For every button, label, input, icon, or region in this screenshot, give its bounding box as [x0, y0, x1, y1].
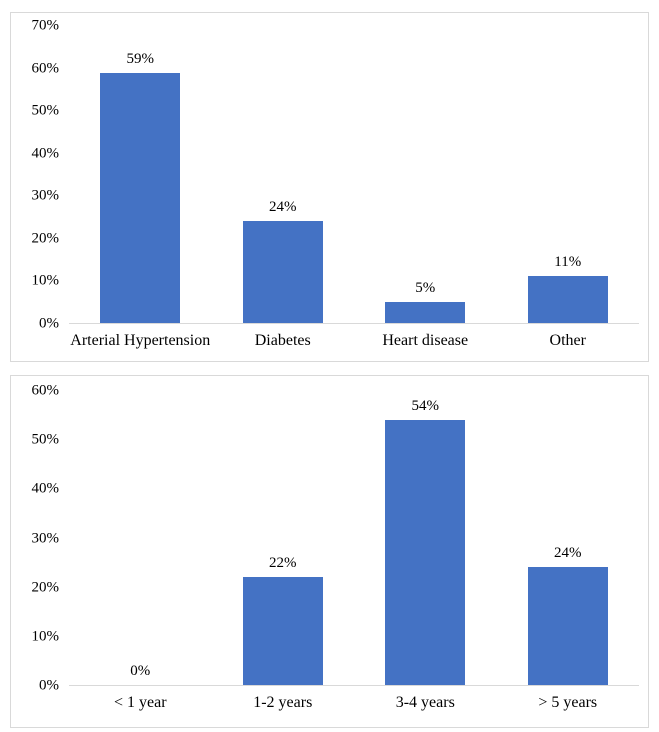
plot-area: 59% 24% 5% 11% — [69, 26, 639, 324]
y-axis: 0% 10% 20% 30% 40% 50% 60% — [11, 383, 60, 693]
y-tick-label: 20% — [31, 579, 60, 596]
bar — [100, 72, 181, 323]
category-label: < 1 year — [113, 694, 167, 711]
bar — [242, 221, 323, 323]
x-axis-spacer — [11, 693, 69, 712]
y-tick-label: 60% — [31, 60, 60, 77]
bar-slot: 24% — [497, 391, 640, 685]
y-tick-label: 40% — [31, 145, 60, 162]
y-tick-label: 50% — [31, 431, 60, 448]
bar-slot: 22% — [212, 391, 355, 685]
bar — [385, 420, 466, 685]
bar — [527, 276, 608, 323]
bar-value-label: 24% — [269, 199, 297, 216]
x-axis-labels: < 1 year 1-2 years 3-4 years > 5 years — [11, 693, 639, 712]
bar-slot: 59% — [69, 26, 212, 323]
bar — [385, 301, 466, 323]
chart-body: 0% 10% 20% 30% 40% 50% 60% 0% 22% 54% 24% — [11, 383, 639, 693]
x-axis-labels: Arterial Hypertension Diabetes Heart disea… — [11, 331, 639, 350]
y-tick-label: 60% — [31, 382, 60, 399]
bar-slot: 5% — [354, 26, 497, 323]
bar-slot: 11% — [497, 26, 640, 323]
x-axis-spacer — [11, 331, 69, 350]
y-tick-label: 50% — [31, 102, 60, 119]
category-label: 1-2 years — [253, 694, 313, 711]
bar-value-label: 5% — [415, 279, 436, 296]
bar-value-label: 24% — [554, 545, 582, 562]
category-label: > 5 years — [538, 694, 598, 711]
chart-inner: 0% 10% 20% 30% 40% 50% 60% 0% 22% 54% 24% < 1 yea… — [11, 376, 648, 727]
y-tick-label: 0% — [39, 315, 59, 332]
y-tick-label: 30% — [31, 187, 60, 204]
bar-slot: 24% — [212, 26, 355, 323]
category-label: Other — [549, 332, 586, 349]
bar-value-label: 59% — [126, 50, 155, 67]
chart-body: 0% 10% 20% 30% 40% 50% 60% 70% 59% 24% 5% 11% — [11, 18, 639, 331]
bar-value-label: 54% — [411, 398, 440, 415]
y-axis: 0% 10% 20% 30% 40% 50% 60% 70% — [11, 18, 60, 331]
chart-inner: 0% 10% 20% 30% 40% 50% 60% 70% 59% 24% 5% 11% Arte… — [11, 13, 648, 361]
plot-area: 0% 22% 54% 24% — [69, 391, 639, 686]
y-tick-label: 40% — [31, 480, 60, 497]
bar-value-label: 22% — [269, 555, 297, 572]
y-tick-label: 20% — [31, 230, 60, 247]
category-label: 3-4 years — [395, 694, 455, 711]
bar — [242, 577, 323, 685]
comorbidities-bar-chart: 0% 10% 20% 30% 40% 50% 60% 70% 59% 24% 5% 11% Arte… — [10, 12, 649, 362]
bar-slot: 0% — [69, 391, 212, 685]
category-label: Arterial Hypertension — [70, 332, 211, 349]
y-tick-label: 10% — [31, 272, 60, 289]
bar-value-label: 0% — [130, 663, 151, 679]
bar — [527, 567, 608, 685]
y-tick-label: 0% — [39, 677, 59, 694]
bar-slot: 54% — [354, 391, 497, 685]
y-tick-label: 30% — [31, 530, 60, 546]
y-tick-label: 10% — [31, 628, 60, 645]
y-tick-label: 70% — [31, 17, 60, 34]
category-label: Heart disease — [382, 332, 469, 349]
category-label: Diabetes — [254, 332, 311, 349]
disease-duration-bar-chart: 0% 10% 20% 30% 40% 50% 60% 0% 22% 54% 24% < 1 yea… — [10, 375, 649, 728]
bar-value-label: 11% — [554, 254, 582, 271]
